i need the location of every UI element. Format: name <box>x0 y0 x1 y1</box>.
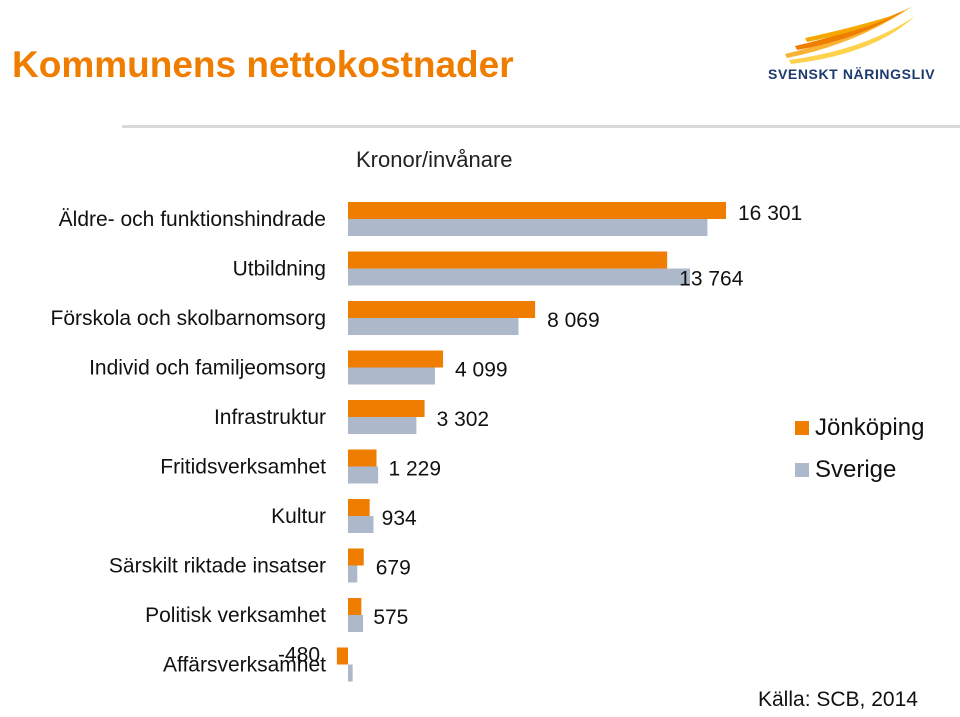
category-label-affärsverksamhet: Affärsverksamhet <box>163 654 326 677</box>
bar-sverige-individ-och-familjeomsorg <box>348 367 435 385</box>
value-label-individ-och-familjeomsorg: 4 099 <box>455 359 508 382</box>
svenskt-naringsliv-logo <box>785 6 915 64</box>
bar-sverige-förskola-och-skolbarnomsorg <box>348 318 519 335</box>
bar-sverige-äldre-och-funktionshindrade <box>348 219 708 236</box>
category-label-särskilt-riktade-insatser: Särskilt riktade insatser <box>109 555 326 578</box>
legend-swatch-sverige <box>795 463 809 477</box>
category-label-förskola-och-skolbarnomsorg: Förskola och skolbarnomsorg <box>51 307 326 330</box>
bar-sverige-politisk-verksamhet <box>348 615 364 632</box>
value-label-infrastruktur: 3 302 <box>437 408 490 431</box>
bar-jonkoping-äldre-och-funktionshindrade <box>348 202 726 219</box>
header-divider <box>122 125 960 128</box>
bar-jonkoping-infrastruktur <box>348 400 425 417</box>
category-label-äldre-och-funktionshindrade: Äldre- och funktionshindrade <box>59 208 326 231</box>
value-label-äldre-och-funktionshindrade: 16 301 <box>738 202 802 225</box>
chart-subtitle: Kronor/invånare <box>356 147 513 172</box>
category-label-infrastruktur: Infrastruktur <box>214 406 326 429</box>
legend-swatch-jonkoping <box>795 421 809 435</box>
value-label-utbildning: 13 764 <box>679 268 744 291</box>
bar-sverige-fritidsverksamhet <box>348 466 379 484</box>
page-title: Kommunens nettokostnader <box>12 44 514 85</box>
category-label-kultur: Kultur <box>271 505 326 528</box>
bar-jonkoping-särskilt-riktade-insatser <box>348 548 364 566</box>
category-label-utbildning: Utbildning <box>233 258 326 281</box>
bar-sverige-affärsverksamhet <box>348 664 353 682</box>
bar-sverige-kultur <box>348 516 374 533</box>
bar-jonkoping-förskola-och-skolbarnomsorg <box>348 301 536 318</box>
legend-item-sverige: Sverige <box>795 449 924 491</box>
value-label-förskola-och-skolbarnomsorg: 8 069 <box>547 309 600 332</box>
bar-jonkoping-affärsverksamhet <box>336 647 348 665</box>
bar-sverige-utbildning <box>348 268 691 286</box>
category-label-individ-och-familjeomsorg: Individ och familjeomsorg <box>89 357 326 380</box>
value-label-särskilt-riktade-insatser: 679 <box>376 557 411 580</box>
bar-jonkoping-utbildning <box>348 251 668 269</box>
source-note: Källa: SCB, 2014 <box>758 688 918 711</box>
bar-jonkoping-fritidsverksamhet <box>348 449 377 467</box>
chart-legend: Jönköping Sverige <box>795 407 924 491</box>
legend-label-jonkoping: Jönköping <box>815 414 925 441</box>
legend-label-sverige: Sverige <box>815 456 897 483</box>
value-label-fritidsverksamhet: 1 229 <box>388 458 441 481</box>
bar-jonkoping-kultur <box>348 499 370 516</box>
value-label-politisk-verksamhet: 575 <box>373 606 408 629</box>
category-label-politisk-verksamhet: Politisk verksamhet <box>145 604 326 627</box>
value-label-kultur: 934 <box>382 507 417 530</box>
category-label-fritidsverksamhet: Fritidsverksamhet <box>160 456 326 479</box>
bar-jonkoping-individ-och-familjeomsorg <box>348 350 444 368</box>
bar-sverige-särskilt-riktade-insatser <box>348 565 358 583</box>
bar-sverige-infrastruktur <box>348 417 417 434</box>
logo-text: SVENSKT NÄRINGSLIV <box>768 66 936 82</box>
value-label-affärsverksamhet: -480 <box>278 644 320 667</box>
bar-chart: Äldre- och funktionshindrade 16 301 Utbild… <box>51 202 802 682</box>
bar-jonkoping-politisk-verksamhet <box>348 598 362 615</box>
legend-item-jonkoping: Jönköping <box>795 407 924 449</box>
